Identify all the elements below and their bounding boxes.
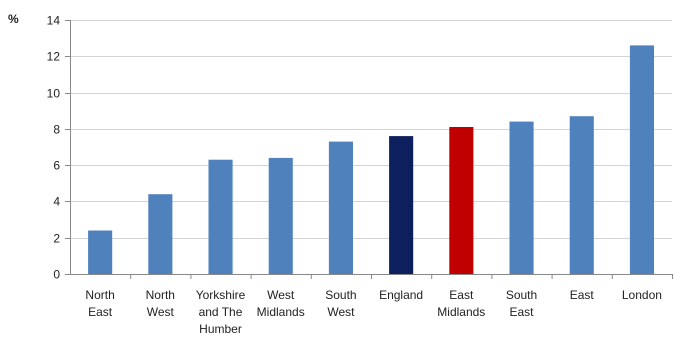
- bar: [569, 116, 594, 274]
- bar: [328, 141, 353, 274]
- bar: [509, 121, 534, 274]
- x-category-label-line: South: [325, 288, 356, 302]
- bar: [389, 136, 414, 274]
- x-category-label-line: Midlands: [257, 305, 305, 319]
- bar: [449, 127, 474, 274]
- x-category-label: Yorkshire and The Humber: [196, 288, 246, 336]
- x-category-label: North West: [146, 288, 175, 319]
- y-tick-label: 10: [47, 87, 61, 101]
- x-category-label-line: East: [509, 305, 534, 319]
- x-category-label-line: West: [147, 305, 175, 319]
- bar: [208, 159, 233, 274]
- x-category-label-line: London: [622, 288, 662, 302]
- x-category-label: East: [570, 288, 595, 302]
- y-tick-label: 14: [47, 14, 61, 28]
- x-category-label-line: Yorkshire: [196, 288, 246, 302]
- x-category-label-line: Humber: [199, 322, 242, 336]
- bar: [88, 230, 113, 274]
- x-category-label-line: East: [88, 305, 113, 319]
- bar: [629, 45, 654, 275]
- x-category-label-line: East: [570, 288, 595, 302]
- x-category-label: London: [622, 288, 662, 302]
- x-category-label-line: Midlands: [437, 305, 485, 319]
- bars: [88, 45, 654, 275]
- x-category-label: South West: [325, 288, 356, 319]
- x-category-label-line: East: [449, 288, 474, 302]
- y-tick-label: 6: [53, 159, 60, 173]
- x-category-label-line: South: [506, 288, 537, 302]
- x-category-label: West Midlands: [257, 288, 305, 319]
- y-tick-label: 8: [53, 123, 60, 137]
- bar: [148, 194, 173, 274]
- x-category-label: North East: [85, 288, 114, 319]
- category-labels: North East North West Yorkshire and The Humber…: [85, 288, 661, 336]
- x-category-label-line: England: [379, 288, 423, 302]
- y-tick-label: 2: [53, 232, 60, 246]
- x-category-label: East Midlands: [437, 288, 485, 319]
- x-category-label-line: North: [85, 288, 114, 302]
- x-category-label: England: [379, 288, 423, 302]
- x-category-label-line: and The: [199, 305, 243, 319]
- x-category-label: South East: [506, 288, 537, 319]
- x-category-label-line: West: [327, 305, 355, 319]
- bar: [268, 157, 293, 274]
- y-tick-label: 4: [53, 195, 60, 209]
- y-tick-label: 0: [53, 268, 60, 282]
- y-axis-unit-label: %: [8, 12, 19, 26]
- y-tick-label: 12: [47, 50, 61, 64]
- x-category-label-line: North: [146, 288, 175, 302]
- x-category-label-line: West: [267, 288, 295, 302]
